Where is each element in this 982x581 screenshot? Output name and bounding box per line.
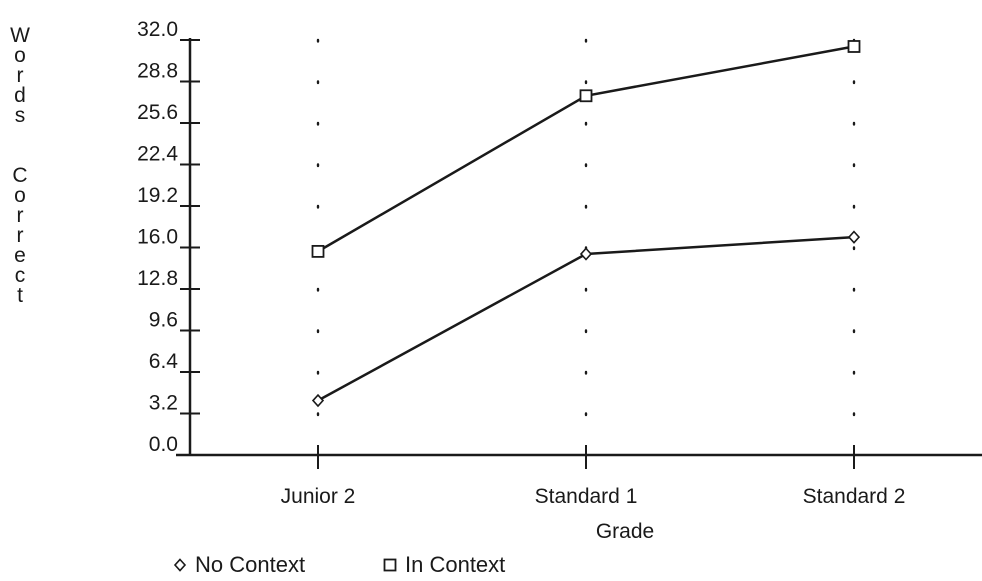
y-tick-label: 0.0	[149, 433, 178, 456]
square-marker	[383, 558, 397, 572]
square-marker	[847, 40, 861, 53]
y-label-letter: c	[15, 264, 26, 287]
series-line	[317, 45, 855, 253]
y-tick-label: 3.2	[149, 392, 178, 415]
square-marker	[311, 244, 325, 258]
y-tick-label: 9.6	[149, 309, 178, 332]
diamond-marker	[311, 393, 325, 408]
y-label-letter: e	[14, 244, 26, 267]
x-tick-label: Junior 2	[281, 485, 356, 508]
series-in-context	[311, 40, 861, 258]
diamond-marker	[847, 230, 861, 244]
y-tick-label: 22.4	[137, 143, 178, 166]
y-label-letter: r	[17, 64, 24, 87]
y-tick-label: 25.6	[137, 101, 178, 124]
y-tick-label: 28.8	[137, 60, 178, 83]
diamond-marker	[579, 247, 593, 261]
legend-label: In Context	[405, 552, 505, 577]
x-axis-label: Grade	[596, 520, 654, 543]
x-tick-label: Standard 2	[803, 485, 906, 508]
legend-label: No Context	[195, 552, 305, 577]
legend: No Context In Context	[173, 552, 505, 577]
y-tick-label: 12.8	[137, 267, 178, 290]
y-tick-label: 32.0	[137, 18, 178, 41]
y-tick-label: 6.4	[149, 350, 179, 373]
y-label-letter: C	[12, 164, 27, 187]
legend-item: In Context	[383, 552, 505, 577]
x-axis-ticks: Junior 2 Standard 1 Standard 2	[281, 445, 906, 508]
y-tick-label: 19.2	[137, 184, 178, 207]
y-label-letter: W	[10, 24, 30, 47]
data-series	[311, 40, 861, 408]
y-label-letter: t	[17, 284, 23, 307]
y-label-letter: d	[14, 84, 26, 107]
y-axis-ticks: 0.0 3.2 6.4 9.6 12.8 16.0 19.2 22.4 25.6 28.8 32.0	[137, 18, 200, 456]
legend-item: No Context	[173, 552, 305, 577]
y-label-letter: s	[15, 104, 26, 127]
y-label-letter: o	[14, 44, 26, 67]
diamond-marker	[173, 558, 187, 572]
y-tick-label: 16.0	[137, 226, 178, 249]
square-marker	[579, 89, 593, 103]
y-label-letter: r	[17, 204, 24, 227]
x-tick-label: Standard 1	[535, 485, 638, 508]
y-label-letter: o	[14, 184, 26, 207]
y-label-letter: r	[17, 224, 24, 247]
series-line	[317, 235, 855, 402]
series-no-context	[311, 230, 861, 408]
